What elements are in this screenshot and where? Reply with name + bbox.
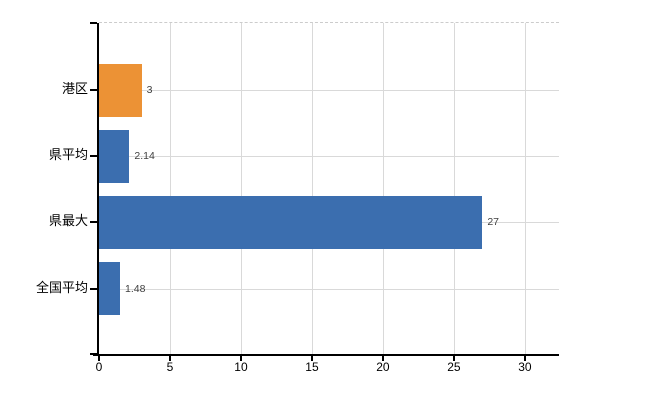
plot-area: 3 2.14 27 1.48 (90, 22, 559, 361)
vertical-gridline (524, 23, 526, 354)
x-tick-label: 0 (95, 360, 103, 374)
vertical-gridline (382, 23, 384, 354)
category-label: 県最大 (48, 213, 88, 229)
x-axis-tick (239, 356, 242, 361)
x-axis-tick (452, 356, 455, 361)
bar-value-label: 27 (487, 216, 500, 229)
y-axis-tick (90, 353, 97, 355)
horizontal-gridline (99, 288, 559, 290)
vertical-gridline (240, 23, 242, 354)
bar-value-label: 3 (146, 84, 153, 96)
bar (99, 195, 483, 249)
horizontal-gridline (99, 156, 559, 158)
bar (99, 63, 142, 117)
y-axis-line (97, 23, 99, 354)
x-axis-tick (98, 356, 100, 361)
x-tick-label: 15 (305, 360, 319, 374)
bar-value-label: 1.48 (125, 282, 146, 295)
bar (99, 262, 120, 316)
x-axis-line (93, 354, 559, 356)
vertical-gridline (169, 23, 171, 354)
bar-value-label: 2.14 (134, 150, 155, 163)
y-axis-tick (90, 89, 97, 91)
category-label: 港区 (61, 81, 88, 96)
bar (99, 129, 130, 183)
x-tick-label: 30 (518, 360, 532, 374)
x-tick-label: 20 (376, 360, 390, 374)
y-axis-tick (90, 22, 97, 24)
vertical-gridline (453, 23, 455, 354)
y-axis-tick (90, 155, 97, 158)
vertical-gridline (311, 23, 313, 354)
x-tick-label: 5 (166, 360, 174, 374)
x-axis-tick (168, 356, 171, 361)
category-label: 全国平均 (35, 279, 88, 295)
x-tick-label: 10 (234, 360, 248, 374)
category-label: 県平均 (48, 147, 88, 163)
horizontal-gridline (99, 90, 559, 91)
x-axis-tick (381, 356, 384, 361)
y-axis-tick (90, 221, 97, 224)
x-axis-tick (310, 356, 313, 361)
x-tick-label: 25 (447, 360, 461, 374)
y-axis-tick (90, 287, 97, 290)
x-axis-tick (523, 356, 526, 361)
